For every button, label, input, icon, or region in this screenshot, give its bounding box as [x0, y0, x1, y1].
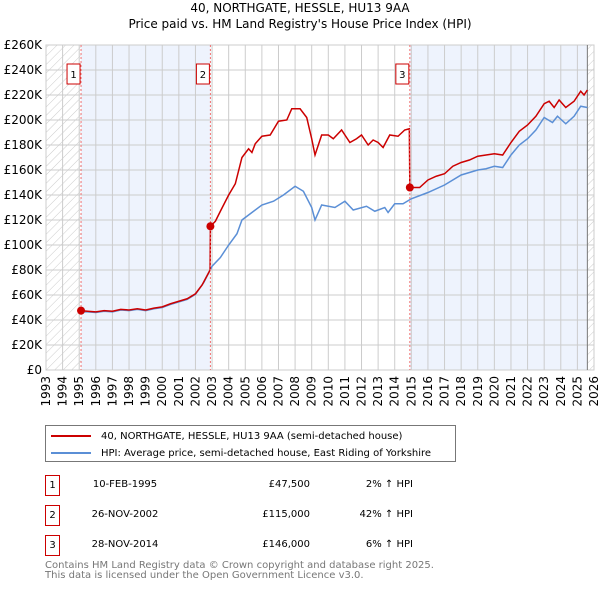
transaction-hpi-change: 2% ↑ HPI: [365, 479, 413, 490]
transaction-price: £115,000: [262, 509, 310, 520]
transaction-date: 10-FEB-1995: [92, 479, 158, 490]
sale-point: [77, 306, 86, 315]
x-tick-label: 2021: [504, 376, 518, 407]
x-tick-label: 2000: [155, 376, 169, 407]
x-tick-label: 1996: [89, 376, 103, 407]
sale-label: 1: [70, 70, 76, 81]
y-tick-label: £80K: [11, 263, 43, 277]
y-tick-label: £160K: [4, 163, 44, 177]
x-tick-label: 2022: [521, 376, 535, 407]
legend-swatch-property: [51, 435, 91, 437]
y-tick-label: £20K: [11, 338, 43, 352]
hatch-after-data: [587, 45, 594, 370]
sale-label-box: [66, 63, 81, 85]
price-chart: 1 2 3 £0 £20K £40K £60K £80K £100K £120K £140K £160…: [4, 38, 600, 407]
x-tick-label: 1999: [139, 376, 153, 407]
legend-label-hpi: HPI: Average price, semi-detached house,…: [101, 447, 432, 459]
x-tick-label: 2008: [288, 376, 302, 407]
x-tick-label: 2020: [487, 376, 501, 407]
y-tick-label: £200K: [4, 113, 44, 127]
transaction-date: 28-NOV-2014: [91, 539, 159, 550]
y-tick-label: £220K: [4, 88, 44, 102]
x-tick-label: 2002: [188, 376, 202, 407]
legend-label-property: 40, NORTHGATE, HESSLE, HU13 9AA (semi-de…: [101, 430, 403, 442]
y-tick-label: £60K: [11, 288, 43, 302]
hatch-before-data: [46, 45, 82, 370]
x-tick-label: 2025: [570, 376, 584, 407]
x-tick-label: 1995: [72, 376, 86, 407]
x-tick-label: 2024: [554, 376, 568, 407]
x-tick-label: 2013: [371, 376, 385, 407]
y-tick-label: £0: [27, 363, 42, 377]
legend: 40, NORTHGATE, HESSLE, HU13 9AA (semi-de…: [45, 425, 456, 462]
x-tick-label: 2018: [454, 376, 468, 407]
footer-copyright: Contains HM Land Registry data © Crown c…: [45, 560, 434, 571]
y-tick-label: £140K: [4, 188, 44, 202]
x-tick-label: 2001: [172, 376, 186, 407]
sale-label: 3: [399, 70, 405, 81]
x-tick-label: 1997: [105, 376, 119, 407]
transaction-row: 1 10-FEB-1995 £47,500 2% ↑ HPI: [45, 475, 413, 496]
x-tick-label: 2012: [355, 376, 369, 407]
x-tick-label: 2004: [222, 376, 236, 407]
y-tick-label: £40K: [11, 313, 43, 327]
footer-licence: This data is licensed under the Open Gov…: [45, 570, 364, 581]
sale-label: 2: [200, 70, 206, 81]
transaction-price: £47,500: [268, 479, 310, 490]
x-tick-label: 2010: [321, 376, 335, 407]
x-tick-label: 2017: [438, 376, 452, 407]
x-tick-label: 2011: [338, 376, 352, 407]
x-tick-label: 2019: [471, 376, 485, 407]
legend-item-hpi: HPI: Average price, semi-detached house,…: [51, 445, 431, 461]
x-tick-label: 2009: [305, 376, 319, 407]
x-tick-label: 2003: [205, 376, 219, 407]
shaded-period-3: [409, 45, 588, 370]
transaction-date: 26-NOV-2002: [91, 509, 159, 520]
sale-point: [206, 222, 215, 231]
y-tick-label: £100K: [4, 238, 44, 252]
x-tick-label: 2005: [238, 376, 252, 407]
transaction-number-badge: 2: [45, 505, 60, 526]
transaction-hpi-change: 6% ↑ HPI: [365, 539, 413, 550]
legend-item-property: 40, NORTHGATE, HESSLE, HU13 9AA (semi-de…: [51, 428, 402, 444]
plot-border: [45, 44, 595, 371]
transaction-hpi-change: 42% ↑ HPI: [359, 509, 413, 520]
legend-swatch-hpi: [51, 452, 91, 454]
y-tick-label: £180K: [4, 138, 44, 152]
x-tick-label: 2007: [271, 376, 285, 407]
x-tick-label: 1998: [122, 376, 136, 407]
chart-title: 40, NORTHGATE, HESSLE, HU13 9AA: [190, 1, 410, 15]
x-tick-label: 2016: [421, 376, 435, 407]
transaction-number-badge: 3: [45, 535, 60, 556]
x-tick-label: 2006: [255, 376, 269, 407]
transaction-row: 3 28-NOV-2014 £146,000 6% ↑ HPI: [45, 535, 413, 556]
property-series-line: [80, 89, 588, 313]
transaction-price: £146,000: [262, 539, 310, 550]
sale-point: [405, 183, 414, 192]
y-tick-label: £260K: [4, 38, 44, 52]
sale-label-box: [395, 63, 410, 85]
x-tick-label: 2026: [587, 376, 600, 407]
x-tick-label: 1994: [56, 376, 70, 407]
transaction-number-badge: 1: [45, 475, 60, 496]
x-tick-label: 2023: [537, 376, 551, 407]
x-tick-label: 1993: [39, 376, 53, 407]
y-tick-label: £120K: [4, 213, 44, 227]
y-tick-label: £240K: [4, 63, 44, 77]
x-tick-label: 2015: [404, 376, 418, 407]
x-tick-label: 2014: [388, 376, 402, 407]
transaction-row: 2 26-NOV-2002 £115,000 42% ↑ HPI: [45, 505, 413, 526]
chart-subtitle: Price paid vs. HM Land Registry's House …: [128, 17, 472, 31]
sale-label-box: [195, 63, 210, 85]
